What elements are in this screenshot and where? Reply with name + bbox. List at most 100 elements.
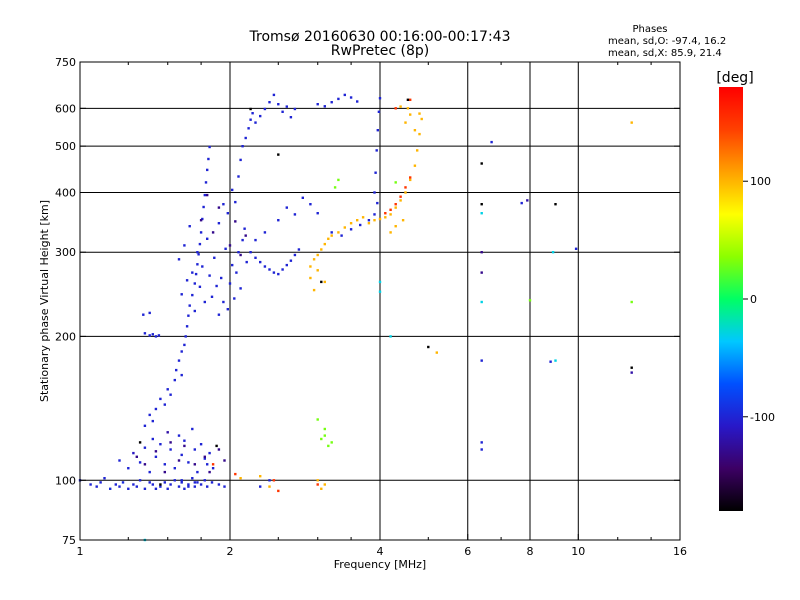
y-axis-ticks: 75 100 200 300 400 500 600 750 (55, 56, 680, 547)
data-point (151, 419, 154, 423)
data-point (148, 470, 151, 474)
data-point (340, 234, 343, 237)
data-point (228, 244, 232, 247)
data-point (263, 265, 267, 268)
data-point (277, 219, 280, 222)
chart-subtitle: RwPretec (8p) (331, 43, 429, 59)
data-point (235, 271, 238, 274)
data-point (630, 366, 633, 369)
data-point (132, 451, 135, 455)
data-point (89, 483, 92, 486)
data-point (243, 227, 246, 230)
data-point (143, 424, 147, 427)
colorbar (719, 87, 743, 511)
data-point (356, 100, 359, 103)
data-point (630, 121, 633, 124)
data-point (394, 107, 397, 110)
data-point (151, 333, 154, 336)
data-point (316, 418, 319, 421)
data-point (177, 359, 181, 362)
data-point (239, 253, 242, 257)
data-point (574, 247, 578, 250)
data-point (135, 455, 138, 458)
data-point (409, 113, 412, 116)
data-point (263, 231, 267, 234)
data-point (163, 463, 166, 466)
data-point (142, 313, 145, 316)
data-point (249, 118, 252, 121)
data-point (163, 481, 166, 484)
data-point (327, 237, 330, 240)
data-point (293, 107, 297, 111)
data-point (413, 129, 417, 132)
data-point (231, 188, 234, 192)
data-point (220, 276, 223, 280)
data-point (95, 485, 98, 488)
data-point (222, 300, 225, 304)
data-point (320, 280, 323, 284)
data-point (188, 304, 191, 307)
data-point (373, 219, 376, 222)
data-point (330, 101, 333, 104)
data-point (231, 263, 234, 267)
data-point (237, 251, 240, 254)
data-point (148, 413, 151, 417)
data-point (316, 269, 319, 272)
data-point (373, 191, 376, 194)
data-point (361, 216, 365, 219)
data-point (373, 213, 376, 216)
data-point (384, 216, 387, 219)
data-point (268, 268, 271, 271)
y-axis-label: Stationary phase Virtual Height [km] (38, 200, 51, 402)
colorbar-tick-label: 100 (750, 175, 771, 188)
data-point (180, 453, 183, 457)
data-point (138, 441, 142, 444)
stats-heading: Phases (632, 24, 667, 35)
data-point (343, 93, 346, 97)
data-point (203, 457, 206, 460)
data-point (239, 158, 242, 162)
data-point (281, 110, 284, 113)
x-axis-ticks: 1 2 4 6 8 10 16 (77, 62, 687, 558)
data-point (118, 459, 121, 462)
data-point (132, 483, 135, 486)
data-point (245, 260, 248, 264)
data-point (316, 479, 319, 482)
data-point (316, 253, 319, 257)
data-point (376, 129, 379, 132)
data-point (384, 212, 387, 215)
data-point (399, 105, 402, 108)
data-point (630, 371, 633, 374)
data-point (420, 117, 423, 121)
data-point (343, 226, 346, 229)
data-point (237, 175, 240, 178)
data-point (309, 203, 312, 206)
data-point (285, 263, 288, 267)
data-point (211, 467, 215, 470)
data-point (323, 280, 326, 284)
data-point (312, 258, 316, 261)
data-point (418, 112, 421, 115)
data-point (285, 105, 288, 108)
data-point (399, 195, 402, 198)
data-point (349, 222, 353, 225)
data-point (204, 181, 208, 184)
data-point (180, 293, 183, 296)
data-point (297, 248, 301, 251)
data-point (394, 181, 397, 184)
data-point (175, 368, 178, 372)
data-point (206, 485, 209, 488)
data-point (159, 483, 162, 486)
data-point (285, 206, 288, 209)
data-point (268, 101, 271, 104)
data-point (226, 212, 229, 215)
data-point (143, 332, 147, 335)
data-point (389, 208, 392, 211)
data-point (210, 481, 214, 484)
data-point (213, 256, 216, 259)
data-point (277, 153, 280, 156)
data-point (389, 231, 392, 234)
x-tick-label: 16 (673, 545, 687, 558)
y-tick-label: 400 (55, 186, 76, 199)
